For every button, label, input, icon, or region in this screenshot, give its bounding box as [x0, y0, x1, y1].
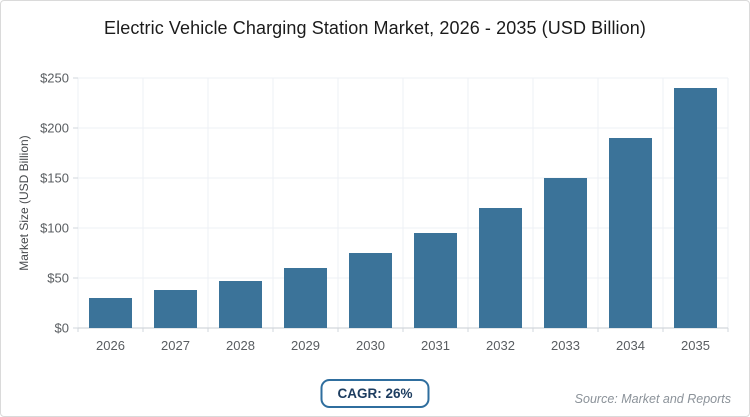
x-tick-label: 2026 — [96, 338, 125, 353]
bar-2029 — [284, 268, 327, 328]
source-note: Source: Market and Reports — [574, 392, 731, 406]
y-tick-label: $150 — [40, 171, 69, 186]
x-tick-label: 2033 — [551, 338, 580, 353]
chart-title: Electric Vehicle Charging Station Market… — [104, 18, 646, 38]
x-tick-label: 2027 — [161, 338, 190, 353]
bar-2035 — [674, 88, 717, 328]
bar-2032 — [479, 208, 522, 328]
y-tick-label: $0 — [55, 321, 69, 336]
bar-2027 — [154, 290, 197, 328]
x-tick-label: 2029 — [291, 338, 320, 353]
y-tick-label: $50 — [47, 271, 69, 286]
y-tick-label: $100 — [40, 221, 69, 236]
bar-2031 — [414, 233, 457, 328]
y-axis-title: Market Size (USD Billion) — [17, 135, 31, 270]
y-tick-label: $250 — [40, 71, 69, 86]
bar-2028 — [219, 281, 262, 328]
x-tick-label: 2032 — [486, 338, 515, 353]
bar-2033 — [544, 178, 587, 328]
x-tick-label: 2034 — [616, 338, 645, 353]
bar-2026 — [89, 298, 132, 328]
x-tick-label: 2035 — [681, 338, 710, 353]
x-tick-label: 2031 — [421, 338, 450, 353]
cagr-badge: CAGR: 26% — [320, 379, 430, 408]
y-tick-label: $200 — [40, 121, 69, 136]
bar-2034 — [609, 138, 652, 328]
x-tick-label: 2028 — [226, 338, 255, 353]
bar-2030 — [349, 253, 392, 328]
x-tick-label: 2030 — [356, 338, 385, 353]
